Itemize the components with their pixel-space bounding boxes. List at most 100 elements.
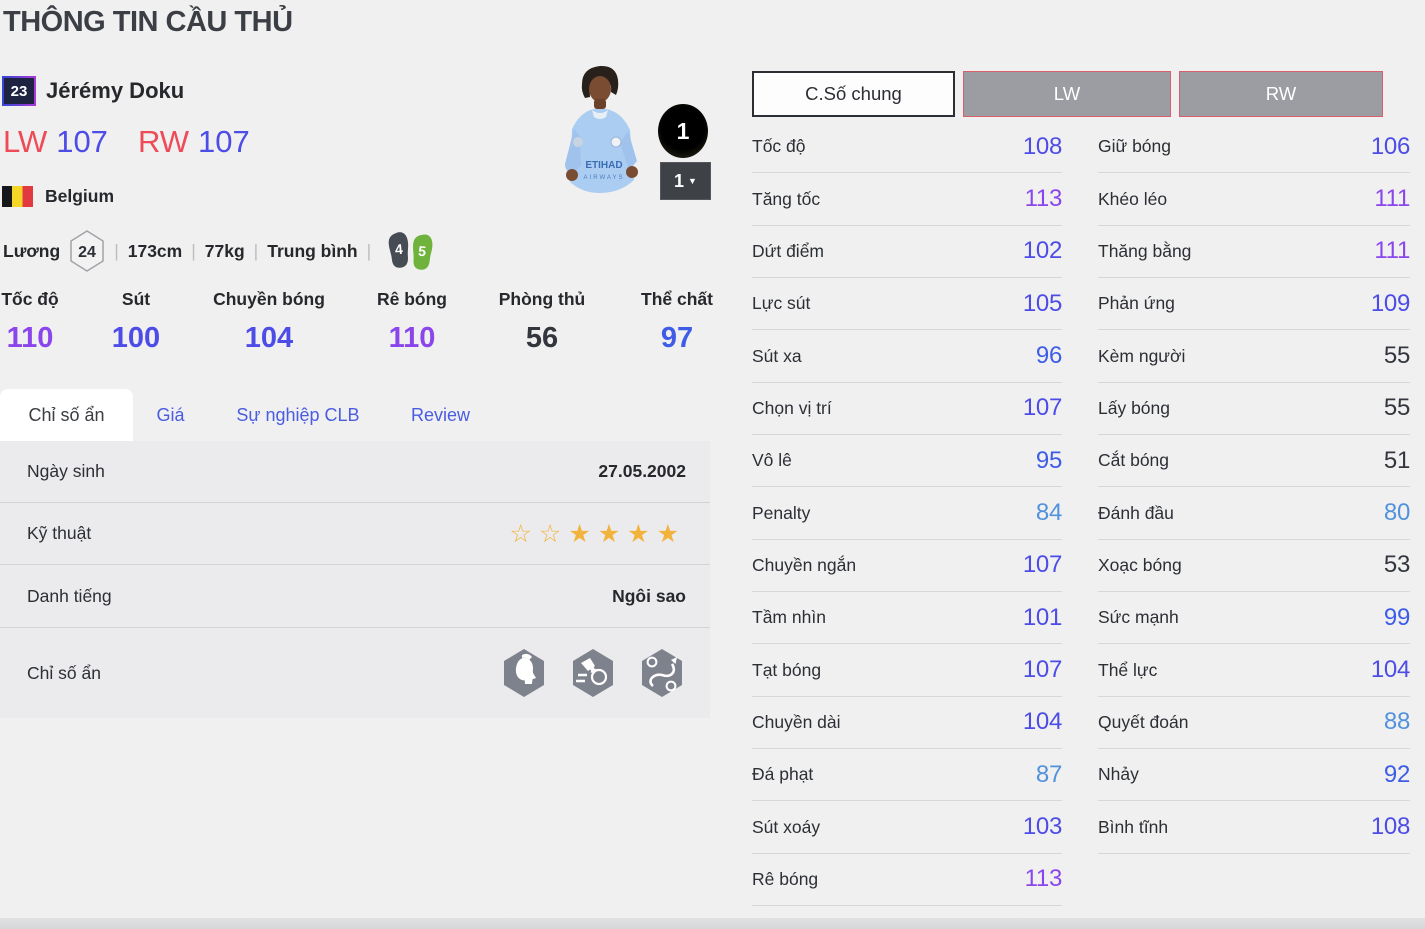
stat-label: Tạt bóng	[752, 659, 822, 680]
tab-hidden-stats[interactable]: Chỉ số ẩn	[0, 389, 133, 441]
position-rating: 107	[56, 124, 108, 159]
info-row-fame: Danh tiếng Ngôi sao	[0, 565, 710, 628]
stat-value: 51	[1383, 446, 1410, 474]
stat-value: 87	[1035, 760, 1062, 788]
stat-row: Nhảy 92	[1098, 749, 1410, 802]
stat-label: Sút xoáy	[752, 816, 821, 837]
stat-row: Tăng tốc 113	[752, 173, 1062, 226]
stat-value: 105	[1022, 289, 1062, 317]
stat-label: Quyết đoán	[1098, 711, 1189, 732]
jersey-number-badge: 23	[2, 76, 36, 106]
player-name: Jérémy Doku	[46, 78, 185, 103]
tab-club-career[interactable]: Sự nghiệp CLB	[236, 404, 360, 425]
birthdate-value: 27.05.2002	[598, 461, 686, 481]
stat-value: 107	[1022, 394, 1062, 422]
bio-row: Lương 24 | 173cm | 77kg | Trung bình | 4…	[3, 226, 437, 276]
position-label: RW	[137, 124, 190, 159]
footer-bar	[0, 918, 1425, 929]
foot-ratings: 4 5	[384, 228, 437, 274]
player-photo: ETIHAD AIRWAYS	[548, 62, 650, 204]
stat-row: Đá phạt 87	[752, 749, 1062, 802]
level-dropdown-value: 1	[674, 170, 685, 191]
stat-label: Bình tĩnh	[1098, 816, 1169, 837]
body-type: Trung bình	[267, 240, 358, 261]
stat-label: Vô lê	[752, 450, 792, 471]
stat-label: Đá phạt	[752, 764, 814, 785]
stat-label: Chuyền ngắn	[752, 554, 857, 575]
info-row-skill: Kỹ thuật ☆☆★★★★	[0, 503, 710, 565]
salary-hexagon-badge: 24	[69, 229, 105, 273]
stat-row: Cắt bóng 51	[1098, 435, 1410, 488]
trait-dribble-icon[interactable]	[638, 647, 686, 699]
summary-stat-label: Tốc độ	[1, 289, 59, 309]
stat-label: Chọn vị trí	[752, 397, 832, 418]
stat-value: 109	[1370, 289, 1410, 317]
summary-stat-value: 110	[388, 322, 436, 354]
stat-label: Đánh đầu	[1098, 502, 1174, 523]
stat-value: 104	[1022, 708, 1062, 736]
summary-stat-value: 110	[6, 322, 54, 354]
tab-rw-stats[interactable]: RW	[1179, 71, 1383, 117]
stat-label: Thăng bằng	[1098, 240, 1192, 261]
stat-row: Khéo léo 111	[1098, 173, 1410, 226]
tab-price[interactable]: Giá	[156, 404, 185, 425]
stat-row: Tạt bóng 107	[752, 644, 1062, 697]
summary-stat-value: 104	[244, 322, 294, 354]
tab-overall-stats[interactable]: C.Số chung	[752, 71, 955, 117]
stat-row: Xoạc bóng 53	[1098, 540, 1410, 593]
stat-row: Thăng bằng 111	[1098, 226, 1410, 279]
player-weight: 77kg	[204, 240, 245, 261]
stat-row: Sút xa 96	[752, 330, 1062, 383]
player-name-row: 23 Jérémy Doku	[2, 76, 184, 106]
stat-row: Sức mạnh 99	[1098, 592, 1410, 645]
svg-text:AIRWAYS: AIRWAYS	[584, 175, 625, 181]
stat-row: Phản ứng 109	[1098, 278, 1410, 331]
stat-value: 95	[1035, 446, 1062, 474]
stat-value: 84	[1035, 499, 1062, 527]
separator: |	[191, 240, 196, 261]
stat-row: Chọn vị trí 107	[752, 383, 1062, 436]
trait-head-icon[interactable]	[500, 647, 548, 699]
stat-label: Phản ứng	[1098, 293, 1175, 314]
stat-value: 55	[1383, 342, 1410, 370]
stat-label: Penalty	[752, 502, 811, 523]
stat-label: Kèm người	[1098, 345, 1186, 366]
tab-review[interactable]: Review	[410, 404, 471, 425]
stat-value: 99	[1383, 603, 1410, 631]
stat-value: 108	[1370, 813, 1410, 841]
detail-stats-right-column: Giữ bóng 106 Khéo léo 111 Thăng bằng 111 Phản …	[1098, 121, 1410, 854]
stat-row: Penalty 84	[752, 487, 1062, 540]
summary-stat-value: 97	[660, 322, 694, 354]
stat-row: Sút xoáy 103	[752, 801, 1062, 854]
stat-value: 108	[1022, 132, 1062, 160]
position-tab-bar: C.Số chung LW RW	[752, 71, 1383, 117]
rating-pair: RW 107	[138, 124, 250, 160]
trait-shot-icon[interactable]	[569, 647, 617, 699]
tab-lw-stats[interactable]: LW	[963, 71, 1171, 117]
svg-text:ETIHAD: ETIHAD	[585, 160, 622, 171]
position-ratings: LW 107 RW 107	[3, 124, 268, 160]
summary-stat: Rê bóng 110	[377, 289, 447, 355]
stat-row: Quyết đoán 88	[1098, 697, 1410, 750]
skill-foot-icon: 5	[405, 229, 439, 277]
tab-bar: Chỉ số ẩn Giá Sự nghiệp CLB Review	[0, 389, 493, 441]
summary-stats: Tốc độ 110 Sút 100 Chuyền bóng 104 Rê bóng 110 P…	[0, 289, 713, 379]
summary-stat: Sút 100	[112, 289, 160, 355]
level-dropdown[interactable]: 1 ▼	[660, 162, 711, 200]
hidden-traits-label: Chỉ số ẩn	[27, 662, 101, 683]
stat-value: 104	[1370, 656, 1410, 684]
summary-stat-label: Chuyền bóng	[213, 289, 325, 309]
separator: |	[114, 240, 119, 261]
info-row-birthdate: Ngày sinh 27.05.2002	[0, 441, 710, 503]
summary-stat-value: 100	[111, 322, 161, 354]
stat-label: Tốc độ	[752, 136, 806, 157]
stat-label: Rê bóng	[752, 868, 819, 889]
stat-value: 111	[1374, 237, 1410, 265]
stat-value: 113	[1024, 865, 1063, 893]
position-label: LW	[3, 124, 48, 159]
nation-name: Belgium	[45, 186, 115, 206]
player-height: 173cm	[127, 240, 183, 261]
stat-row: Giữ bóng 106	[1098, 121, 1410, 174]
stat-value: 55	[1383, 394, 1410, 422]
stat-row: Vô lê 95	[752, 435, 1062, 488]
